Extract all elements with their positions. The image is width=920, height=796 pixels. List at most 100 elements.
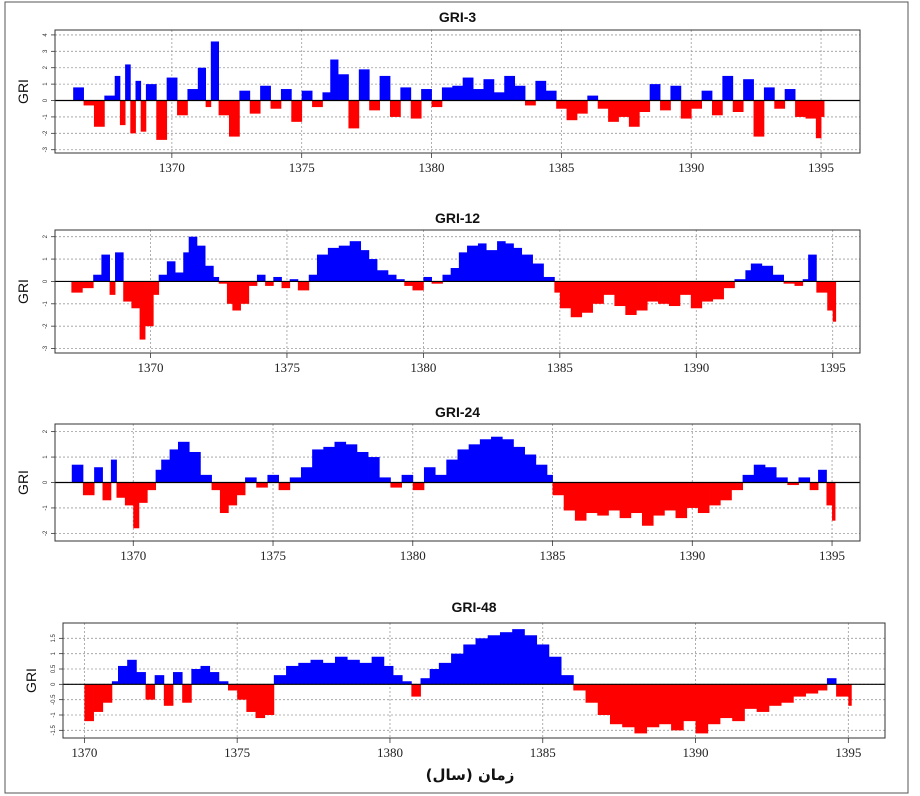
x-tick-label: 1395: [835, 745, 861, 760]
negative-area-bar: [102, 482, 112, 501]
negative-area-bar: [240, 281, 250, 304]
positive-area-bar: [94, 467, 103, 483]
positive-area-bar: [649, 84, 661, 101]
x-tick-label: 1370: [138, 360, 164, 375]
positive-area-bar: [722, 75, 734, 101]
positive-area-bar: [400, 87, 412, 101]
positive-area-bar: [345, 444, 358, 483]
positive-area-bar: [468, 444, 481, 483]
positive-area-bar: [745, 270, 752, 282]
positive-area-bar: [475, 638, 489, 685]
negative-area-bar: [236, 482, 246, 496]
positive-area-bar: [111, 681, 119, 685]
negative-area-bar: [826, 482, 833, 506]
positive-area-bar: [115, 252, 124, 282]
negative-area-bar: [278, 482, 291, 491]
negative-area-bar: [248, 281, 258, 286]
positive-area-bar: [383, 665, 394, 685]
negative-area-bar: [675, 482, 688, 519]
negative-area-bar: [404, 281, 413, 286]
negative-area-bar: [145, 281, 154, 327]
positive-area-bar: [457, 449, 470, 483]
negative-area-bar: [369, 100, 380, 111]
negative-area-bar: [205, 100, 212, 108]
positive-area-bar: [183, 252, 190, 282]
x-tick-label: 1395: [820, 360, 846, 375]
positive-area-bar: [360, 250, 370, 282]
negative-area-bar: [679, 281, 692, 295]
positive-area-bar: [524, 635, 538, 685]
y-tick-label: 1: [43, 82, 49, 86]
positive-area-bar: [451, 653, 464, 685]
positive-area-bar: [338, 245, 351, 282]
positive-area-bar: [421, 89, 432, 101]
positive-area-bar: [209, 672, 220, 685]
plot-frame: [54, 423, 861, 542]
negative-area-bar: [641, 482, 654, 526]
positive-area-bar: [101, 254, 110, 282]
positive-area-bar: [487, 635, 501, 685]
y-tick-label: 4: [43, 33, 49, 37]
negative-area-bar: [93, 100, 105, 127]
positive-area-bar: [205, 265, 214, 282]
y-tick-label: -1: [43, 114, 49, 120]
y-axis-label: GRI: [15, 279, 31, 304]
negative-area-bar: [123, 281, 132, 302]
positive-area-bar: [587, 95, 599, 101]
negative-area-bar: [554, 281, 561, 293]
positive-area-bar: [93, 274, 102, 282]
negative-area-bar: [827, 281, 834, 311]
negative-area-bar: [795, 100, 806, 117]
x-tick-label: 1390: [678, 160, 704, 175]
positive-area-bar: [545, 90, 557, 101]
x-tick-label: 1375: [224, 745, 250, 760]
negative-area-bar: [131, 281, 140, 309]
negative-area-bar: [658, 684, 672, 725]
positive-area-bar: [513, 247, 523, 282]
negative-area-bar: [614, 281, 626, 307]
negative-area-bar: [625, 281, 637, 315]
negative-area-bar: [270, 100, 282, 109]
negative-area-bar: [390, 482, 402, 488]
y-tick-label: -2: [43, 530, 49, 536]
negative-area-bar: [592, 281, 604, 304]
positive-area-bar: [188, 236, 198, 282]
positive-area-bar: [387, 274, 397, 282]
negative-area-bar: [658, 281, 670, 304]
positive-area-bar: [356, 451, 369, 483]
negative-area-bar: [552, 482, 565, 496]
y-axis-label: GRI: [15, 79, 31, 104]
negative-area-bar: [82, 482, 95, 496]
negative-area-bar: [731, 482, 744, 491]
positive-area-bar: [196, 245, 206, 282]
negative-area-bar: [182, 684, 192, 703]
y-tick-label: -1: [43, 300, 49, 306]
negative-area-bar: [848, 684, 852, 706]
negative-area-bar: [646, 684, 660, 728]
y-tick-label: 0: [43, 279, 49, 283]
negative-area-bar: [794, 281, 804, 286]
negative-area-bar: [576, 100, 588, 114]
negative-area-bar: [817, 684, 828, 691]
positive-area-bar: [210, 41, 219, 101]
negative-area-bar: [153, 281, 160, 295]
x-tick-label: 1375: [274, 360, 300, 375]
x-tick-label: 1390: [679, 548, 705, 563]
positive-area-bar: [110, 459, 117, 483]
positive-area-bar: [322, 662, 336, 685]
y-tick-label: -3: [43, 345, 49, 351]
positive-area-bar: [289, 477, 302, 483]
negative-area-bar: [781, 684, 794, 703]
negative-area-bar: [723, 281, 735, 289]
negative-area-bar: [139, 281, 146, 340]
positive-area-bar: [104, 95, 116, 101]
negative-area-bar: [707, 684, 721, 725]
positive-area-bar: [245, 477, 257, 483]
positive-area-bar: [543, 276, 555, 282]
positive-area-bar: [514, 85, 526, 101]
positive-area-bar: [273, 276, 282, 282]
negative-area-bar: [628, 100, 640, 127]
negative-area-bar: [228, 684, 238, 691]
positive-area-bar: [784, 89, 796, 101]
negative-area-bar: [597, 684, 611, 715]
